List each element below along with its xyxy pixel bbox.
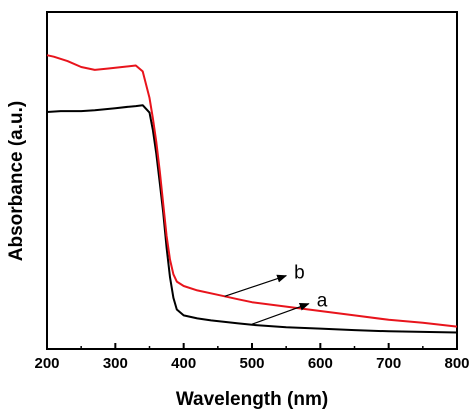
x-tick-label-700: 700 bbox=[376, 355, 401, 372]
annotation-arrow-a bbox=[251, 302, 310, 325]
curve-label-a: a bbox=[317, 291, 328, 312]
y-axis-title: Absorbance (a.u.) bbox=[6, 101, 27, 261]
x-tick-label-200: 200 bbox=[34, 355, 59, 372]
x-tick-label-500: 500 bbox=[239, 355, 264, 372]
x-tick-label-800: 800 bbox=[444, 355, 469, 372]
x-axis-title: Wavelength (nm) bbox=[176, 389, 328, 410]
x-tick-label-600: 600 bbox=[308, 355, 333, 372]
curve-label-b: b bbox=[294, 263, 305, 284]
plot-frame bbox=[46, 11, 458, 350]
series-line-a bbox=[46, 104, 458, 334]
x-tick-label-300: 300 bbox=[103, 355, 128, 372]
x-tick-label-400: 400 bbox=[171, 355, 196, 372]
series-line-b bbox=[46, 54, 458, 328]
annotation-arrow-b bbox=[224, 274, 288, 297]
